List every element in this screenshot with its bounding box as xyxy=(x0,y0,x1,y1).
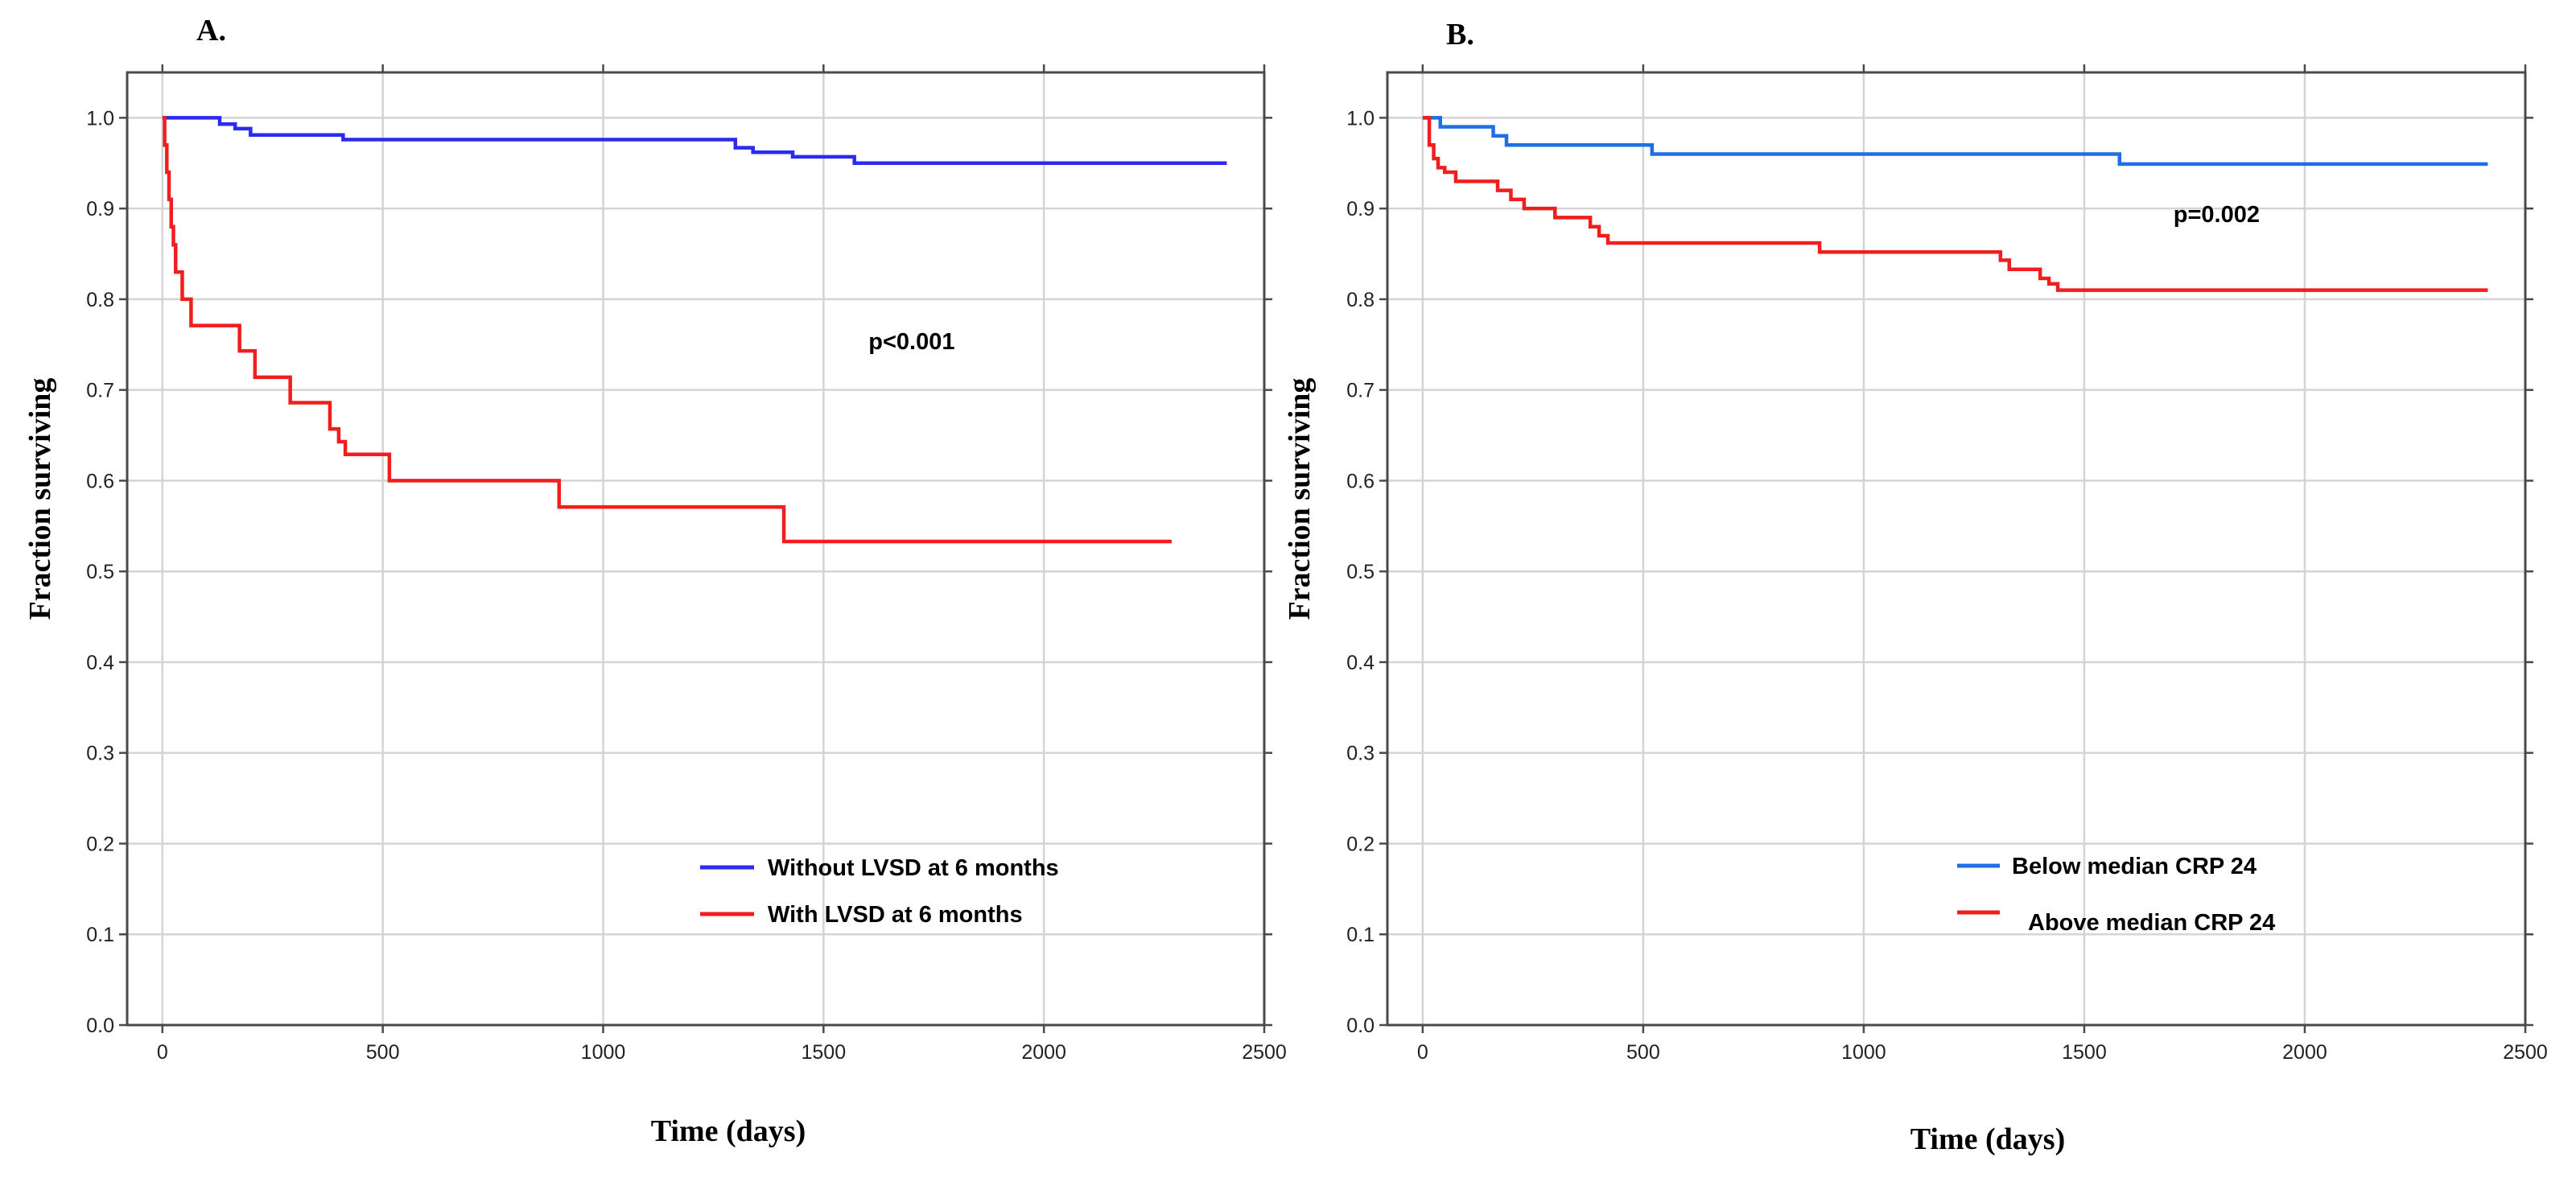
y-tick-label: 0.9 xyxy=(86,198,114,220)
survival-curve-group-2 xyxy=(1422,116,2488,292)
plot-frame xyxy=(1386,71,2527,1027)
x-tick-label: 1500 xyxy=(802,1041,847,1064)
y-tick-label: 0.0 xyxy=(1346,1015,1375,1037)
y-tick-label: 0.6 xyxy=(86,470,114,492)
legend-label: Below median CRP 24 xyxy=(2012,854,2257,879)
legend-label: With LVSD at 6 months xyxy=(768,902,1023,928)
plot-background xyxy=(1387,72,2525,1025)
y-tick-label: 0.8 xyxy=(86,289,114,311)
x-tick-label: 2500 xyxy=(1242,1041,1287,1064)
legend-label: Without LVSD at 6 months xyxy=(768,855,1059,881)
x-tick-label: 2000 xyxy=(1021,1041,1066,1064)
legend: Below median CRP 24 Above median CRP 24 xyxy=(1957,854,2275,936)
x-axis-title: Time (days) xyxy=(1910,1122,2065,1156)
x-tick-label: 0 xyxy=(157,1041,168,1064)
y-tick-label: 0.4 xyxy=(1346,652,1375,674)
y-tick-label: 0.4 xyxy=(86,652,114,674)
y-axis-title: Fraction surviving xyxy=(23,378,57,620)
x-tick-label: 500 xyxy=(1626,1041,1660,1064)
y-tick-label: 0.7 xyxy=(86,380,114,402)
y-axis-title: Fraction surviving xyxy=(1283,378,1317,620)
chart-panel-a: 0 500 1000 1500 2000 2500 0.0 0.1 0.2 0.3 0.4 0.5 0.… xyxy=(23,14,1287,1148)
y-tick-label: 0.1 xyxy=(1346,924,1375,946)
y-tick-label: 1.0 xyxy=(1346,107,1375,130)
legend: Without LVSD at 6 months With LVSD at 6 m… xyxy=(700,855,1059,928)
y-tick-label: 0.1 xyxy=(86,924,114,946)
x-tick-label: 0 xyxy=(1417,1041,1428,1064)
p-value-annotation: p<0.001 xyxy=(868,329,954,355)
y-tick-label: 0.0 xyxy=(86,1015,114,1037)
y-tick-label: 1.0 xyxy=(86,107,114,130)
y-tick-label: 0.5 xyxy=(86,561,114,583)
plot-frame xyxy=(126,71,1266,1027)
y-tick-label: 0.3 xyxy=(1346,743,1375,765)
x-tick-label: 2500 xyxy=(2503,1041,2548,1064)
y-tick-label: 0.5 xyxy=(1346,561,1375,583)
survival-curve-group-2 xyxy=(162,116,1172,544)
x-tick-label: 1000 xyxy=(1841,1041,1886,1064)
y-tick-label: 0.3 xyxy=(86,743,114,765)
y-tick-label: 0.9 xyxy=(1346,198,1375,220)
y-tick-label: 0.2 xyxy=(86,833,114,855)
p-value-annotation: p=0.002 xyxy=(2174,202,2260,228)
y-tick-label: 0.7 xyxy=(1346,380,1375,402)
panel-label: B. xyxy=(1446,18,1474,51)
x-axis-title: Time (days) xyxy=(651,1114,806,1148)
y-tick-label: 0.6 xyxy=(1346,470,1375,492)
plot-background xyxy=(127,72,1264,1025)
survival-curve-group-1 xyxy=(162,116,1227,166)
legend-label: Above median CRP 24 xyxy=(2028,910,2275,936)
x-tick-label: 1500 xyxy=(2062,1041,2107,1064)
x-tick-label: 1000 xyxy=(581,1041,626,1064)
x-tick-label: 2000 xyxy=(2282,1041,2327,1064)
chart-panel-b: 0 500 1000 1500 2000 2500 0.0 0.1 0.2 0.3 0.4 0.5 0.… xyxy=(1283,18,2548,1156)
panel-label: A. xyxy=(196,14,226,47)
x-tick-label: 500 xyxy=(366,1041,400,1064)
y-tick-label: 0.2 xyxy=(1346,833,1375,855)
y-tick-label: 0.8 xyxy=(1346,289,1375,311)
survival-curve-group-1 xyxy=(1422,116,2488,167)
